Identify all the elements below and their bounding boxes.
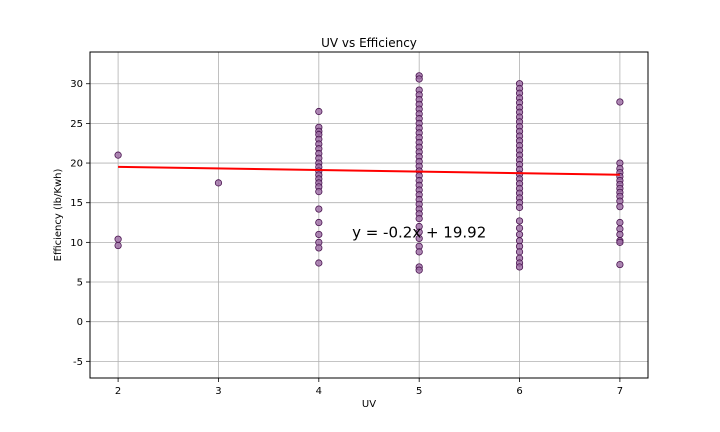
data-point — [315, 205, 323, 213]
data-point — [315, 259, 323, 267]
data-point — [315, 230, 323, 239]
y-tick-label: 20 — [70, 159, 83, 170]
data-point — [114, 235, 122, 243]
x-axis-ticks: 2 3 4 5 6 7 — [115, 378, 623, 397]
grid — [90, 52, 648, 378]
data-point — [616, 230, 624, 239]
y-tick-label: 0 — [77, 317, 83, 328]
x-axis-title: UV — [362, 399, 376, 410]
data-point — [315, 107, 323, 116]
data-point — [515, 230, 524, 239]
data-point — [315, 218, 323, 227]
data-point — [515, 224, 524, 232]
data-point — [415, 266, 423, 274]
data-point — [616, 98, 624, 106]
y-tick-label: 5 — [77, 278, 83, 289]
x-tick-label: 5 — [416, 386, 422, 397]
data-points — [114, 72, 624, 274]
data-point — [515, 263, 524, 271]
data-point — [415, 234, 423, 242]
data-point — [616, 238, 624, 246]
data-point — [616, 218, 624, 227]
data-point — [616, 260, 624, 269]
regression-equation: y = -0.2x + 19.92 — [352, 224, 486, 242]
data-point — [515, 217, 524, 225]
y-axis-title: Efficiency (lb/Kwh) — [53, 169, 64, 262]
x-tick-label: 2 — [115, 386, 121, 397]
data-point — [415, 214, 423, 223]
y-tick-label: -5 — [73, 357, 83, 368]
data-point — [515, 248, 524, 256]
data-point — [114, 151, 122, 159]
regression-line-group — [118, 165, 620, 176]
regression-line — [118, 165, 620, 176]
chart-title: UV vs Efficiency — [321, 36, 417, 50]
data-point — [515, 203, 524, 212]
x-tick-label: 7 — [617, 386, 623, 397]
x-tick-label: 3 — [215, 386, 221, 397]
y-axis-ticks: -5 0 5 10 15 20 25 30 — [70, 79, 90, 368]
data-point — [315, 188, 323, 196]
data-point — [616, 203, 624, 211]
y-tick-label: 30 — [70, 79, 83, 90]
data-point — [315, 244, 323, 252]
y-tick-label: 25 — [70, 119, 83, 130]
x-tick-label: 4 — [316, 386, 322, 397]
data-point — [114, 241, 122, 250]
y-tick-label: 15 — [70, 198, 83, 209]
data-point — [415, 248, 423, 256]
x-tick-label: 6 — [516, 386, 522, 397]
data-point — [415, 75, 423, 83]
y-tick-label: 10 — [70, 238, 83, 249]
plot-frame — [89, 51, 649, 379]
data-point — [214, 179, 223, 187]
